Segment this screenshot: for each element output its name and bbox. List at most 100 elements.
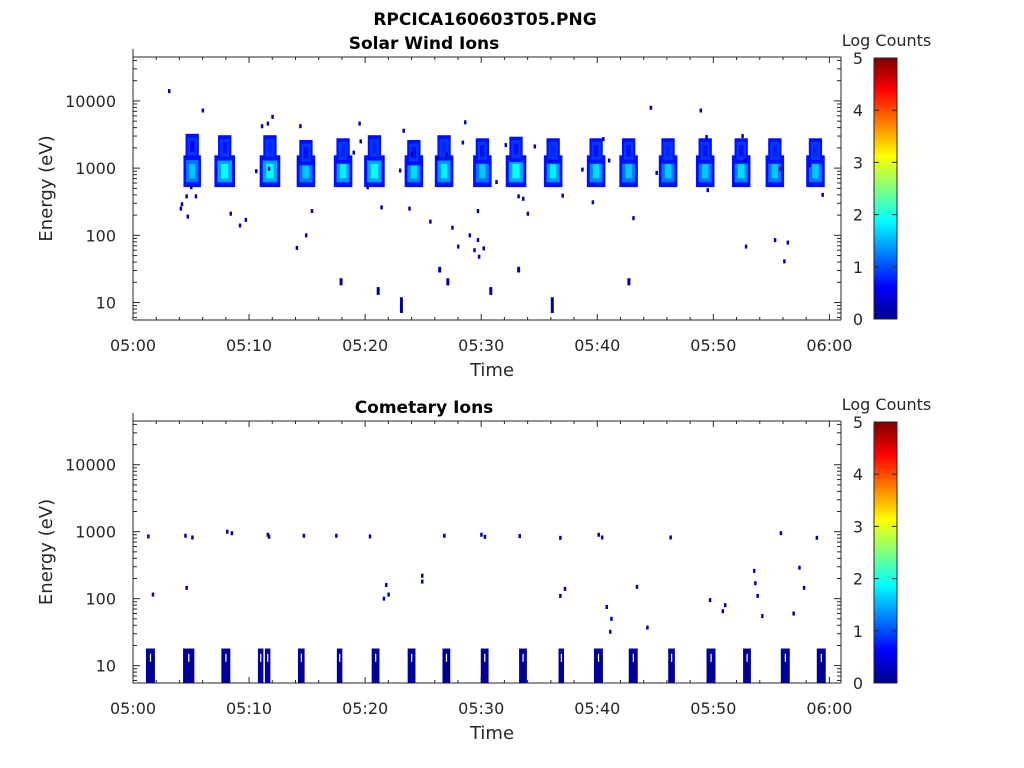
data-point	[244, 217, 248, 222]
data-point	[517, 194, 520, 199]
blob-core	[772, 145, 778, 157]
data-point	[786, 240, 790, 245]
data-point	[310, 209, 314, 214]
bar-body	[145, 648, 155, 683]
bar-body	[706, 648, 716, 683]
blob-core	[411, 146, 417, 159]
blob-core	[303, 146, 309, 159]
x-tick-label: 05:30	[458, 699, 504, 718]
bar-body	[593, 648, 603, 683]
data-point	[605, 605, 609, 610]
spectrogram-blob	[808, 138, 823, 164]
data-point	[429, 219, 432, 224]
x-tick-label: 05:00	[110, 699, 156, 718]
blob-core	[189, 164, 196, 179]
data-point	[802, 585, 806, 590]
data-point	[410, 152, 414, 157]
data-point	[191, 535, 194, 540]
x-tick-label: 05:40	[574, 336, 620, 355]
data-point	[754, 581, 757, 586]
data-point	[382, 596, 386, 601]
bar-body	[628, 648, 638, 683]
data-point	[521, 196, 525, 201]
spectrogram-blob	[434, 155, 454, 188]
colorbar-tick-label: 5	[853, 49, 863, 68]
low-energy-bar	[336, 648, 343, 683]
spectrogram-blob	[367, 135, 382, 161]
data-point	[267, 166, 271, 171]
x-axis-label: Time	[469, 360, 514, 381]
data-point	[741, 134, 744, 139]
bar-body	[780, 648, 790, 683]
data-point	[632, 216, 635, 221]
blob-core	[410, 164, 418, 179]
x-tick-label: 05:10	[226, 336, 272, 355]
spectrogram-blob	[185, 133, 199, 160]
data-point	[266, 532, 270, 537]
colorbar-tick-label: 1	[853, 258, 863, 277]
blob-core	[479, 164, 486, 179]
x-tick-label: 05:20	[342, 336, 388, 355]
blob-core	[665, 145, 671, 157]
data-layer	[145, 529, 826, 683]
low-energy-bar	[668, 648, 675, 683]
spectrogram-blob	[698, 138, 712, 164]
colorbar-gradient	[873, 421, 898, 684]
data-point	[477, 254, 481, 259]
blob-core	[440, 164, 448, 179]
data-point	[229, 211, 232, 216]
data-point	[147, 534, 150, 539]
data-point	[302, 533, 306, 538]
bar-gap	[560, 653, 562, 662]
bar-body	[336, 648, 343, 683]
data-point	[304, 233, 308, 238]
data-point	[815, 535, 819, 540]
data-point	[456, 244, 460, 249]
data-point	[518, 534, 521, 539]
data-point	[461, 140, 465, 145]
data-column	[339, 278, 343, 286]
y-axis-label: Energy (eV)	[36, 135, 57, 241]
data-point	[271, 114, 274, 119]
data-point	[255, 169, 258, 174]
colorbar-tick-label: 4	[853, 101, 863, 120]
colorbar-tick-label: 3	[853, 153, 863, 172]
data-point	[721, 609, 725, 614]
data-layer	[167, 89, 825, 313]
x-tick-label: 05:50	[690, 336, 736, 355]
data-point	[778, 166, 781, 171]
bar-body	[558, 648, 565, 683]
colorbar-tick-label: 3	[853, 517, 863, 536]
bar-gap	[522, 653, 524, 662]
data-point	[821, 192, 824, 197]
bar-gap	[411, 653, 413, 662]
bar-gap	[632, 653, 634, 662]
x-tick-label: 05:20	[342, 699, 388, 718]
data-point	[151, 592, 155, 597]
data-point	[744, 244, 748, 249]
low-energy-bar	[264, 648, 271, 683]
blob-core	[370, 164, 379, 179]
data-point	[185, 194, 188, 199]
colorbar-tick-label: 1	[853, 622, 863, 641]
low-energy-bar	[297, 648, 305, 683]
x-tick-label: 05:00	[110, 336, 156, 355]
colorbar: Log Counts 0 1 2 3 4 5	[842, 395, 932, 693]
low-energy-bar	[628, 648, 638, 683]
data-point	[368, 534, 372, 539]
data-point	[421, 579, 424, 584]
low-energy-bar	[519, 648, 527, 683]
data-point	[267, 534, 271, 539]
data-point	[480, 532, 483, 537]
data-point	[798, 565, 801, 570]
data-point	[359, 139, 362, 144]
figure-title: RPCICA160603T05.PNG	[373, 10, 596, 30]
data-point	[380, 205, 383, 210]
data-point	[266, 121, 270, 126]
low-energy-bar	[558, 648, 565, 683]
data-point	[476, 209, 480, 214]
blob-core	[813, 145, 818, 157]
bar-gap	[339, 653, 341, 662]
blob-core	[592, 164, 600, 179]
data-point	[706, 188, 710, 193]
